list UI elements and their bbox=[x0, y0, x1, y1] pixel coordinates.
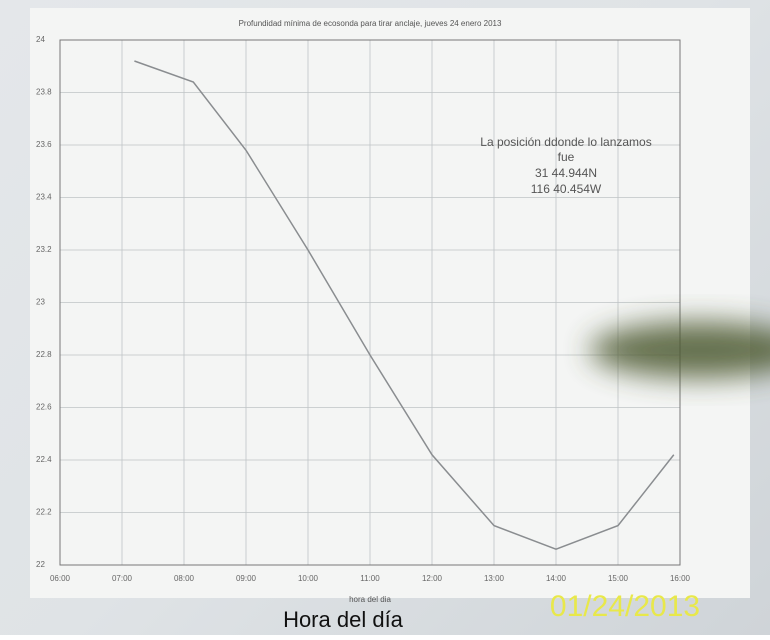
photo: 22 22.2 22.4 22.6 22.8 23 23.2 23.4 23.6 23.8 24 06… bbox=[0, 0, 770, 635]
y-tick-label: 23.2 bbox=[36, 245, 52, 254]
y-tick-label: 22.8 bbox=[36, 350, 52, 359]
y-tick-label: 23.6 bbox=[36, 140, 52, 149]
x-tick-label: 16:00 bbox=[670, 574, 691, 583]
x-tick-label: 11:00 bbox=[360, 574, 380, 583]
x-axis-label: hora del dia bbox=[349, 595, 391, 604]
date-stamp: 01/24/2013 bbox=[550, 590, 700, 623]
annotation: fue bbox=[558, 150, 575, 164]
paper bbox=[30, 8, 750, 598]
x-tick-label: 07:00 bbox=[112, 574, 133, 583]
x-tick-label: 08:00 bbox=[174, 574, 195, 583]
x-tick-label: 10:00 bbox=[298, 574, 319, 583]
x-tick-label: 12:00 bbox=[422, 574, 443, 583]
x-tick-label: 06:00 bbox=[50, 574, 71, 583]
chart: 22 22.2 22.4 22.6 22.8 23 23.2 23.4 23.6 23.8 24 06… bbox=[0, 0, 770, 635]
y-tick-label: 22.4 bbox=[36, 455, 52, 464]
x-tick-label: 14:00 bbox=[546, 574, 567, 583]
x-tick-label: 13:00 bbox=[484, 574, 505, 583]
annotation: La posición ddonde lo lanzamos bbox=[480, 135, 651, 149]
chart-title: Profundidad mínima de ecosonda para tira… bbox=[239, 19, 502, 28]
y-tick-label: 23.4 bbox=[36, 193, 52, 202]
y-tick-label: 22 bbox=[36, 560, 45, 569]
annotation: 116 40.454W bbox=[531, 182, 602, 196]
y-tick-label: 24 bbox=[36, 35, 45, 44]
y-tick-label: 22.2 bbox=[36, 508, 52, 517]
x-tick-label: 15:00 bbox=[608, 574, 629, 583]
y-tick-label: 23 bbox=[36, 298, 45, 307]
photo-caption: Hora del día bbox=[283, 607, 404, 632]
y-tick-label: 23.8 bbox=[36, 88, 52, 97]
y-tick-label: 22.6 bbox=[36, 403, 52, 412]
annotation: 31 44.944N bbox=[535, 166, 597, 180]
x-tick-label: 09:00 bbox=[236, 574, 257, 583]
